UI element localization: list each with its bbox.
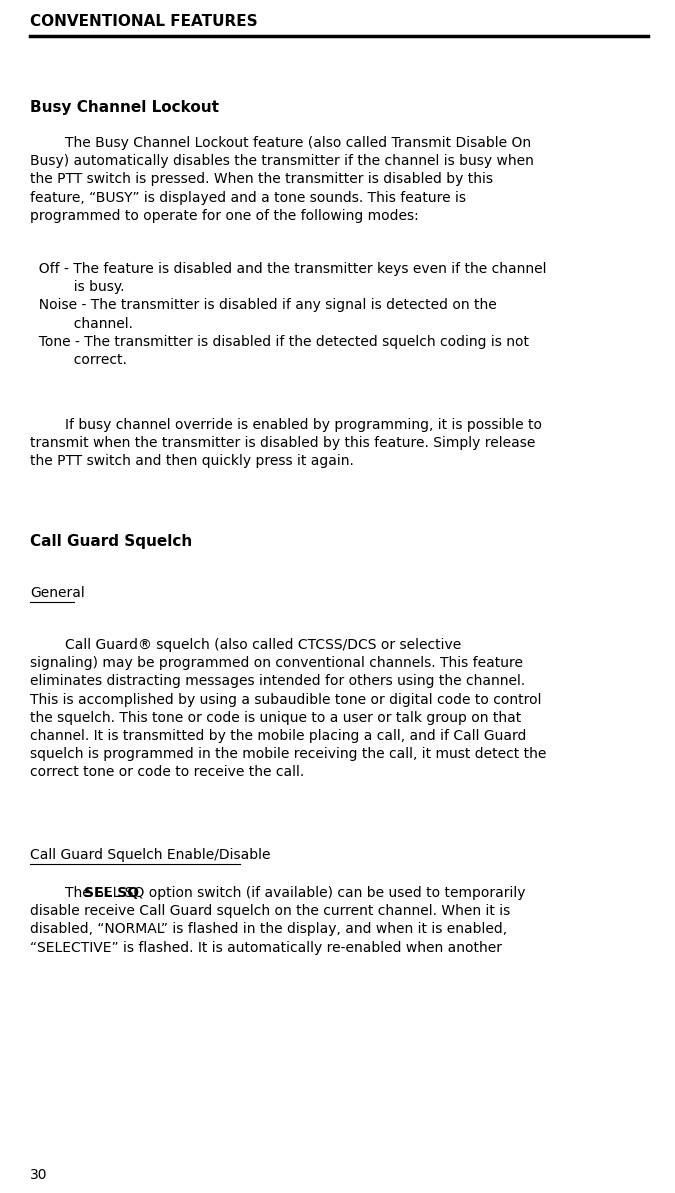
Text: The Busy Channel Lockout feature (also called Transmit Disable On
Busy) automati: The Busy Channel Lockout feature (also c… <box>30 136 534 223</box>
Text: General: General <box>30 586 85 600</box>
Text: SEL SQ: SEL SQ <box>84 886 139 900</box>
Text: Call Guard Squelch: Call Guard Squelch <box>30 534 192 549</box>
Text: Call Guard Squelch Enable/Disable: Call Guard Squelch Enable/Disable <box>30 848 271 863</box>
Text: The SEL SQ option switch (if available) can be used to temporarily
disable recei: The SEL SQ option switch (if available) … <box>30 886 526 954</box>
Text: Call Guard® squelch (also called CTCSS/DCS or selective
signaling) may be progra: Call Guard® squelch (also called CTCSS/D… <box>30 638 546 779</box>
Text: Off - The feature is disabled and the transmitter keys even if the channel
     : Off - The feature is disabled and the tr… <box>30 262 547 367</box>
Text: Busy Channel Lockout: Busy Channel Lockout <box>30 100 219 115</box>
Text: If busy channel override is enabled by programming, it is possible to
transmit w: If busy channel override is enabled by p… <box>30 418 542 469</box>
Text: CONVENTIONAL FEATURES: CONVENTIONAL FEATURES <box>30 14 258 29</box>
Text: 30: 30 <box>30 1168 47 1182</box>
